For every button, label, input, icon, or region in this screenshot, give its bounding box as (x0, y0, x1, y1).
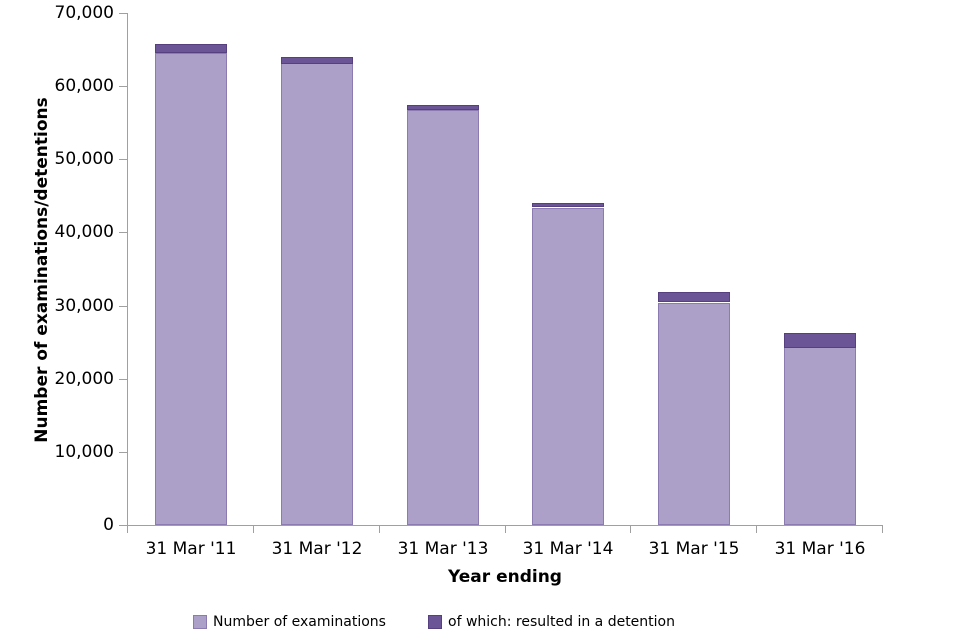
y-axis-title: Number of examinations/detentions (32, 97, 52, 443)
y-tick (119, 379, 127, 380)
x-tick (127, 525, 128, 533)
x-tick-label: 31 Mar '13 (397, 539, 489, 559)
y-tick (119, 159, 127, 160)
y-tick (119, 452, 127, 453)
y-tick (119, 306, 127, 307)
x-axis-title: Year ending (448, 567, 562, 587)
y-tick-label: 50,000 (54, 149, 114, 169)
y-tick (119, 13, 127, 14)
x-tick (505, 525, 506, 533)
x-tick-label: 31 Mar '12 (271, 539, 363, 559)
y-axis-line (127, 13, 128, 526)
examinations-bar (784, 347, 856, 525)
legend-item: Number of examinations (193, 612, 386, 632)
detention-bar (658, 292, 730, 302)
y-tick-label: 10,000 (54, 442, 114, 462)
x-tick-label: 31 Mar '11 (145, 539, 237, 559)
y-tick-label: 0 (103, 515, 114, 535)
y-tick (119, 232, 127, 233)
legend-label: of which: resulted in a detention (448, 614, 675, 630)
legend-item: of which: resulted in a detention (428, 612, 675, 632)
x-tick-label: 31 Mar '16 (774, 539, 866, 559)
x-tick (379, 525, 380, 533)
y-tick (119, 86, 127, 87)
y-tick-label: 40,000 (54, 222, 114, 242)
y-tick-label: 60,000 (54, 76, 114, 96)
legend-label: Number of examinations (213, 614, 386, 630)
examinations-bar (532, 208, 604, 525)
y-tick-label: 70,000 (54, 3, 114, 23)
detention-bar (407, 105, 479, 110)
detention-bar (532, 203, 604, 207)
detention-bar (155, 44, 227, 53)
examinations-bar (281, 63, 353, 525)
x-tick (630, 525, 631, 533)
y-tick (119, 525, 127, 526)
y-tick-label: 20,000 (54, 369, 114, 389)
examinations-bar (658, 303, 730, 525)
x-tick (882, 525, 883, 533)
x-tick-label: 31 Mar '15 (648, 539, 740, 559)
examinations-bar (407, 110, 479, 525)
examinations-bar (155, 53, 227, 525)
legend-swatch (193, 615, 207, 629)
x-tick-label: 31 Mar '14 (522, 539, 614, 559)
x-tick (253, 525, 254, 533)
x-tick (756, 525, 757, 533)
legend-swatch (428, 615, 442, 629)
y-tick-label: 30,000 (54, 296, 114, 316)
detention-bar (281, 57, 353, 64)
detention-bar (784, 333, 856, 348)
